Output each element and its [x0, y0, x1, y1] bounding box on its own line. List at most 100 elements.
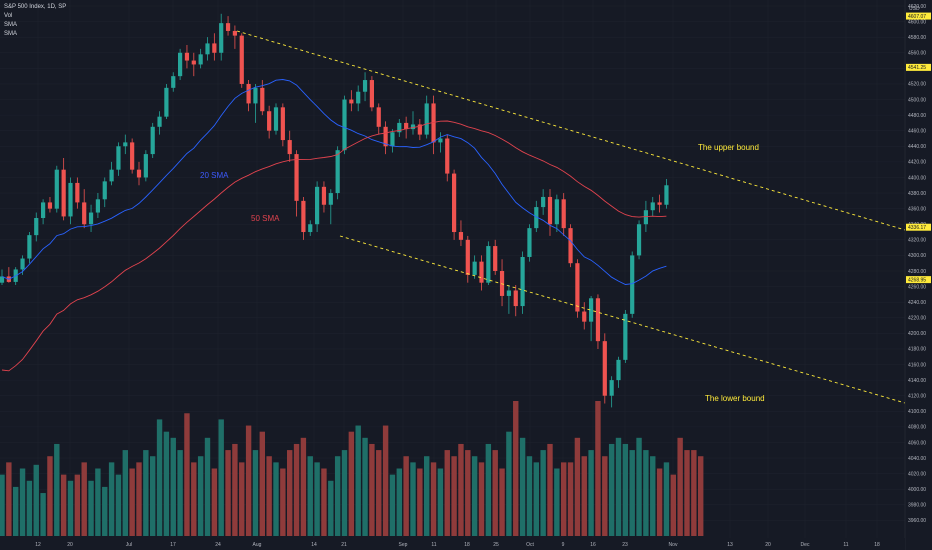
volume-bar [602, 456, 608, 536]
candle [547, 189, 553, 236]
candle-body [575, 263, 580, 312]
y-tick-label: 4500.00 [908, 97, 926, 103]
candle-body [273, 107, 279, 131]
y-tick-label: 4300.00 [908, 253, 926, 259]
candle [369, 76, 374, 112]
candle-body [547, 196, 553, 225]
y-tick-label: 4600.00 [908, 19, 926, 25]
volume-bar [554, 468, 560, 536]
volume-bar [513, 401, 519, 536]
candle-body [643, 210, 648, 225]
volume-bar [677, 437, 683, 536]
candle [75, 177, 80, 209]
indicator-vol[interactable]: Vol [4, 13, 13, 19]
x-tick-label: Sep [399, 542, 408, 548]
volume-bar [108, 462, 115, 536]
volume-bar [643, 450, 649, 536]
y-tick-label: 4060.00 [908, 440, 926, 446]
volume-bar [245, 425, 252, 536]
candle-body [623, 313, 628, 360]
x-tick-label: Oct [526, 542, 534, 548]
candle [520, 251, 525, 314]
y-tick-label: 4240.00 [908, 300, 926, 306]
volume-bar [540, 450, 546, 536]
x-tick-label: 20 [765, 542, 771, 548]
candle [0, 269, 5, 286]
volume-bar [424, 456, 430, 536]
volume-bar [670, 474, 676, 536]
candle-body [383, 126, 388, 147]
candle [41, 199, 46, 225]
volume-bar [211, 468, 218, 536]
candle-body [184, 52, 190, 61]
candle [472, 255, 477, 279]
indicator-sma-1[interactable]: SMA [4, 22, 18, 28]
y-tick-label: 4020.00 [908, 471, 926, 477]
candle-body [349, 99, 354, 104]
volume-bar [437, 468, 444, 536]
x-tick-label: 12 [35, 542, 41, 548]
candle-body [342, 99, 347, 151]
price-axis: 4620.004600.004580.004560.004540.004520.… [904, 0, 932, 550]
candle-body [486, 246, 491, 283]
y-tick-label: 4460.00 [908, 129, 926, 135]
candle [328, 189, 333, 225]
candle [184, 44, 190, 69]
volume-bar [698, 456, 704, 536]
volume-bar [396, 468, 402, 536]
candle-body [191, 60, 196, 65]
x-tick-label: 20 [67, 542, 73, 548]
candle-body [630, 255, 635, 314]
y-tick-label: 4580.00 [908, 35, 926, 41]
candle-body [554, 199, 559, 225]
candle-body [561, 199, 566, 229]
x-tick-label: 11 [431, 542, 436, 548]
candle [561, 193, 566, 236]
volume-bar [567, 462, 574, 536]
candle-body [41, 202, 46, 218]
volume-bar [471, 456, 478, 536]
candle-body [541, 196, 546, 208]
candle [335, 146, 340, 200]
candle [527, 224, 532, 262]
volume-bar [102, 486, 108, 536]
y-tick-label: 4200.00 [908, 331, 926, 337]
x-tick-label: 18 [874, 542, 880, 548]
volume-bar [177, 450, 183, 536]
volume-bar [691, 450, 697, 536]
candle-body [267, 111, 272, 131]
candle [61, 157, 66, 221]
candle-body [54, 169, 59, 209]
candle [178, 48, 183, 81]
y-tick-label: 4040.00 [908, 456, 926, 462]
candle [650, 196, 655, 217]
x-tick-label: 9 [562, 542, 565, 548]
candle [6, 267, 11, 283]
candle [150, 122, 155, 158]
candle [232, 25, 237, 49]
candle [595, 294, 601, 349]
indicator-sma-2[interactable]: SMA [4, 31, 18, 37]
candle [34, 212, 39, 242]
x-tick-label: 11 [843, 542, 848, 548]
volume-bar [533, 462, 539, 536]
time-axis-bg [0, 538, 905, 550]
y-tick-label: 4000.00 [908, 487, 926, 493]
price-tag-bg [906, 223, 931, 231]
candle-body [534, 207, 539, 229]
volume-bar [232, 443, 238, 536]
candle-body [404, 122, 409, 130]
y-tick-label: 4120.00 [908, 394, 926, 400]
candle-body [328, 193, 333, 205]
volume-bar [74, 474, 81, 536]
candle [506, 285, 511, 314]
candle [123, 134, 128, 155]
volume-bar [314, 462, 320, 536]
candle [554, 194, 559, 233]
candle [143, 150, 148, 182]
volume-bar [355, 425, 361, 536]
lower-trendline [339, 235, 932, 412]
candle [397, 119, 402, 137]
candle [390, 129, 395, 153]
